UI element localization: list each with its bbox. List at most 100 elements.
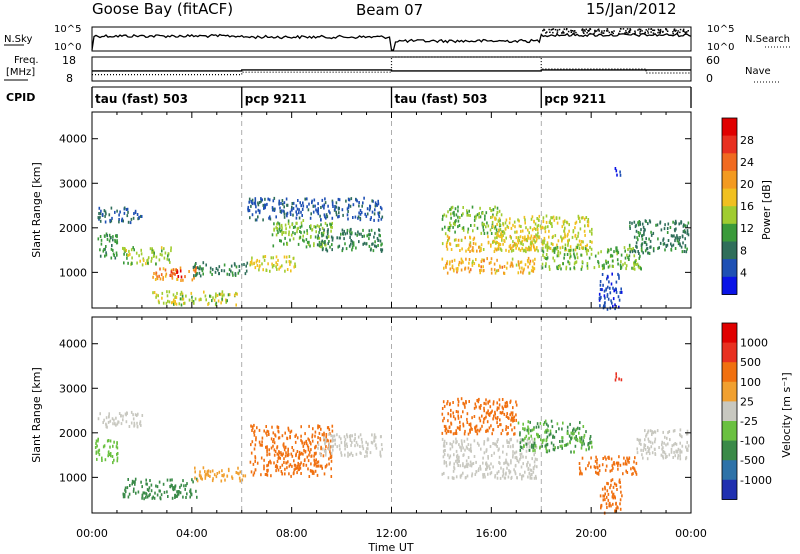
range-gate-cell: [294, 264, 297, 268]
range-gate-cell: [277, 436, 280, 440]
range-gate-cell: [310, 454, 313, 458]
range-gate-cell: [469, 449, 472, 453]
range-gate-cell: [443, 471, 445, 475]
range-gate-cell: [625, 469, 627, 473]
range-gate-cell: [585, 448, 588, 452]
range-gate-cell: [641, 453, 643, 457]
range-gate-cell: [675, 442, 678, 446]
noise-search-mark: [684, 31, 686, 33]
freq-panel: Freq. [MHz] Nave 18 8 60 0: [4, 54, 780, 85]
range-gate-cell: [600, 250, 602, 254]
range-gate-cell: [485, 411, 488, 415]
range-gate-cell: [367, 447, 369, 451]
range-gate-cell: [495, 269, 498, 273]
range-gate-cell: [559, 264, 561, 268]
noise-search-mark: [611, 31, 613, 33]
range-gate-cell: [329, 245, 331, 249]
range-gate-cell: [519, 431, 521, 435]
range-gate-cell: [227, 467, 230, 471]
range-gate-cell: [272, 431, 275, 435]
range-gate-cell: [594, 466, 597, 470]
range-gate-cell: [490, 244, 492, 248]
range-gate-cell: [564, 232, 566, 236]
range-gate-cell: [156, 275, 158, 279]
range-gate-cell: [299, 230, 301, 233]
range-gate-cell: [681, 250, 684, 254]
range-gate-cell: [626, 471, 629, 474]
range-gate-cell: [578, 243, 580, 247]
range-gate-cell: [287, 454, 289, 458]
range-gate-cell: [107, 439, 110, 442]
range-gate-cell: [634, 250, 637, 254]
range-gate-cell: [261, 198, 263, 202]
range-gate-cell: [530, 445, 533, 449]
range-gate-cell: [350, 451, 353, 455]
range-gate-cell: [463, 403, 466, 407]
cpid-segments: tau (fast) 503 pcp 9211 tau (fast) 503 pcp …: [91, 87, 692, 108]
range-gate-cell: [616, 258, 619, 262]
range-gate-cell: [534, 464, 536, 468]
range-gate-cell: [265, 431, 267, 435]
range-gate-cell: [453, 465, 455, 469]
range-gate-cell: [531, 428, 534, 432]
range-gate-cell: [261, 262, 263, 266]
range-gate-cell: [564, 235, 566, 239]
range-gate-cell: [443, 461, 446, 465]
range-gate-cell: [275, 215, 277, 219]
range-gate-cell: [455, 432, 458, 435]
range-gate-cell: [462, 226, 465, 230]
range-gate-cell: [133, 212, 135, 216]
range-gate-cell: [379, 205, 382, 209]
range-gate-cell: [285, 451, 287, 455]
range-gate-cell: [588, 461, 590, 465]
range-gate-cell: [496, 222, 498, 226]
range-gate-cell: [112, 444, 114, 448]
range-gate-cell: [606, 277, 608, 281]
range-gate-cell: [145, 492, 148, 496]
range-gate-cell: [469, 429, 471, 433]
range-gate-cell: [296, 464, 299, 468]
range-gate-cell: [546, 256, 549, 260]
range-gate-cell: [551, 236, 554, 239]
range-gate-cell: [116, 253, 118, 257]
range-gate-cell: [499, 411, 502, 415]
range-gate-cell: [254, 202, 257, 206]
range-gate-cell: [253, 433, 256, 437]
range-gate-cell: [263, 258, 266, 262]
range-gate-cell: [445, 244, 448, 248]
range-gate-cell: [494, 410, 496, 414]
range-gate-cell: [448, 229, 451, 233]
range-gate-cell: [529, 420, 531, 424]
range-gate-cell: [104, 254, 106, 258]
range-gate-cell: [351, 240, 354, 244]
range-gate-cell: [99, 212, 102, 215]
range-gate-cell: [623, 456, 625, 460]
range-gate-cell: [330, 475, 333, 478]
range-gate-cell: [604, 492, 606, 496]
range-gate-cell: [557, 446, 559, 450]
range-gate-cell: [579, 436, 581, 440]
range-gate-cell: [295, 204, 298, 208]
range-gate-cell: [344, 242, 346, 246]
range-gate-cell: [637, 221, 639, 225]
range-gate-cell: [258, 259, 261, 263]
range-gate-cell: [335, 205, 338, 209]
range-gate-cell: [191, 299, 193, 303]
range-gate-cell: [635, 263, 637, 266]
range-gate-cell: [123, 493, 126, 497]
range-gate-cell: [145, 495, 147, 499]
range-gate-cell: [191, 278, 194, 282]
range-gate-cell: [445, 431, 448, 435]
range-gate-cell: [307, 446, 310, 449]
range-gate-cell: [616, 461, 618, 465]
range-gate-cell: [284, 467, 286, 471]
range-gate-cell: [231, 271, 234, 275]
range-gate-cell: [533, 219, 535, 223]
colorbar-segment: [722, 421, 737, 442]
noise-search-mark: [619, 30, 621, 32]
range-gate-cell: [519, 260, 522, 264]
range-gate-cell: [638, 266, 640, 270]
colorbar-tick-label: -500: [740, 454, 765, 467]
range-gate-cell: [193, 276, 195, 280]
range-gate-cell: [280, 223, 283, 227]
